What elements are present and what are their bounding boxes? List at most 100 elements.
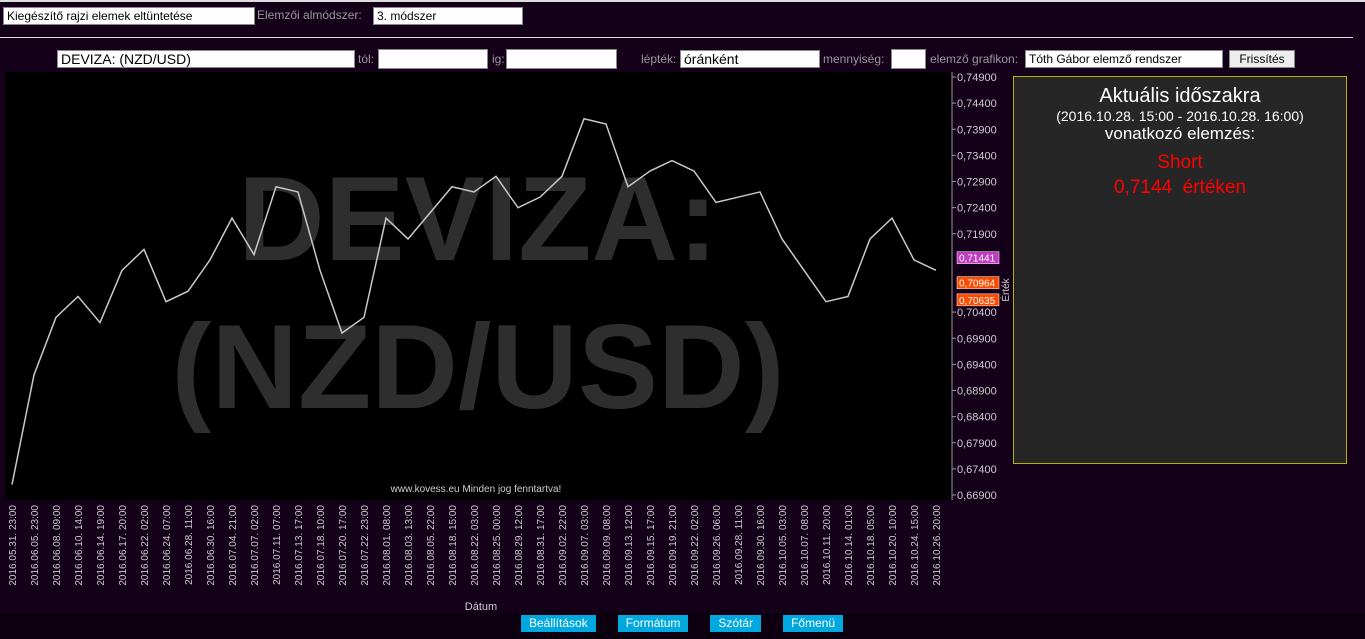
to-input[interactable] xyxy=(506,49,617,69)
y-tick-label: 0,66900 xyxy=(957,490,997,502)
chart-select[interactable]: Tóth Gábor elemző rendszer xyxy=(1025,50,1223,68)
analysis-panel: Aktuális időszakra (2016.10.28. 15:00 - … xyxy=(1013,76,1347,464)
y-axis-label: Érték xyxy=(999,277,1010,301)
x-tick-label: 2016.06.22. 02:00 xyxy=(140,505,151,586)
from-input[interactable] xyxy=(378,49,488,69)
chart: DEVIZA: (NZD/USD) www.kovess.eu Minden jog… xyxy=(5,72,1010,613)
x-tick-label: 2016.08.31. 17:00 xyxy=(536,505,547,586)
y-tick-label: 0,72400 xyxy=(957,203,997,215)
price-marker-label: 0,71441 xyxy=(959,254,996,265)
panel-subtitle: vonatkozó elemzés: xyxy=(1104,124,1256,143)
x-tick-label: 2016.10.07. 08:00 xyxy=(800,505,811,586)
x-tick-label: 2016.08.18. 15:00 xyxy=(448,505,459,586)
panel-signal: Short xyxy=(1157,152,1203,173)
method-label: Elemzői almódszer: xyxy=(257,8,362,22)
instrument-select[interactable]: DEVIZA: (NZD/USD) xyxy=(57,50,355,68)
x-tick-label: 2016.08.22. 03:00 xyxy=(470,505,481,586)
price-marker xyxy=(956,251,1000,264)
watermark: (NZD/USD) xyxy=(171,300,784,434)
footer-button[interactable]: Szótár xyxy=(710,615,762,632)
price-line xyxy=(11,117,937,485)
y-tick-label: 0,68400 xyxy=(957,412,997,424)
drawing-select[interactable]: Kiegészítő rajzi elemek eltüntetése xyxy=(3,7,255,25)
x-tick-label: 2016.09.15. 17:00 xyxy=(646,505,657,586)
x-tick-label: 2016.10.05. 03:00 xyxy=(778,505,789,586)
price-marker-label: 0,70964 xyxy=(959,279,996,290)
top-edge xyxy=(0,0,1365,2)
x-tick-label: 2016.08.01. 08:00 xyxy=(382,505,393,586)
x-tick-label: 2016.07.13. 17:00 xyxy=(294,505,305,586)
chart-label: elemző grafikon: xyxy=(930,52,1019,66)
x-tick-label: 2016.10.14. 01:00 xyxy=(844,505,855,586)
x-tick-label: 2016.07.18. 10:00 xyxy=(316,505,327,586)
credit: www.kovess.eu Minden jog fenntartva! xyxy=(390,484,562,495)
footer-button[interactable]: Főmenü xyxy=(783,615,844,632)
price-marker xyxy=(956,276,1000,289)
x-tick-label: 2016.10.18. 05:00 xyxy=(866,505,877,586)
amount-input[interactable] xyxy=(891,49,926,69)
refresh-button[interactable]: Frissítés xyxy=(1229,50,1295,68)
step-label: lépték: xyxy=(641,52,677,66)
y-tick-label: 0,72900 xyxy=(957,177,997,189)
x-tick-label: 2016.09.28. 11:00 xyxy=(734,505,745,585)
x-tick-label: 2016.08.05. 22:00 xyxy=(426,505,437,586)
from-label: tól: xyxy=(358,52,375,66)
price-marker xyxy=(956,293,1000,307)
x-tick-label: 2016.09.30. 16:00 xyxy=(756,505,767,586)
footer-button[interactable]: Formátum xyxy=(617,615,689,632)
footer-buttons: Beállítások Formátum Szótár Főmenü xyxy=(521,615,844,632)
y-tick-label: 0,68900 xyxy=(957,386,997,398)
y-tick-label: 0,73400 xyxy=(957,150,997,162)
x-tick-label: 2016.05.31. 23:00 xyxy=(8,505,19,586)
x-tick-label: 2016.09.26. 06:00 xyxy=(712,505,723,586)
plot-area xyxy=(5,72,952,500)
x-tick-label: 2016.07.07. 02:00 xyxy=(250,505,261,586)
x-tick-label: 2016.09.07. 03:00 xyxy=(580,505,591,586)
x-tick-label: 2016.09.13. 12:00 xyxy=(624,505,635,586)
amount-label: mennyiség: xyxy=(823,52,885,66)
panel-period: (2016.10.28. 15:00 - 2016.10.28. 16:00) xyxy=(1056,108,1304,124)
x-tick-label: 2016.08.25. 00:00 xyxy=(492,505,503,586)
y-tick-label: 0,67900 xyxy=(957,438,997,450)
x-tick-label: 2016.10.20. 10:00 xyxy=(888,505,899,586)
step-select[interactable]: óránként xyxy=(680,50,820,68)
method-select[interactable]: 3. módszer xyxy=(373,7,523,25)
panel-price: 0,7144 értéken xyxy=(1113,177,1247,198)
x-tick-label: 2016.10.11. 20:00 xyxy=(822,505,833,585)
x-tick-label: 2016.09.19. 21:00 xyxy=(668,505,679,586)
x-tick-label: 2016.06.10. 14:00 xyxy=(74,505,85,586)
y-tick-label: 0,74900 xyxy=(957,72,997,84)
footer-button[interactable]: Beállítások xyxy=(521,615,596,632)
x-tick-label: 2016.06.17. 20:00 xyxy=(118,505,129,586)
x-tick-label: 2016.07.11. 07:00 xyxy=(272,505,283,585)
x-tick-label: 2016.09.22. 02:00 xyxy=(690,505,701,586)
x-tick-label: 2016.06.08. 09:00 xyxy=(52,505,63,586)
x-tick-label: 2016.06.28. 11:00 xyxy=(184,505,195,585)
x-tick-label: 2016.08.29. 12:00 xyxy=(514,505,525,586)
x-tick-label: 2016.10.24. 15:00 xyxy=(910,505,921,586)
panel-title: Aktuális időszakra xyxy=(1099,85,1261,107)
y-tick-label: 0,73900 xyxy=(957,124,997,136)
x-tick-label: 2016.06.30. 16:00 xyxy=(206,505,217,586)
y-tick-label: 0,71900 xyxy=(957,229,997,241)
x-tick-label: 2016.09.09. 08:00 xyxy=(602,505,613,586)
x-tick-label: 2016.06.05. 23:00 xyxy=(30,505,41,586)
watermark: DEVIZA: xyxy=(238,152,718,286)
to-label: ig: xyxy=(492,52,505,66)
x-tick-label: 2016.07.20. 17:00 xyxy=(338,505,349,586)
x-tick-label: 2016.06.24. 07:00 xyxy=(162,505,173,586)
x-tick-label: 2016.07.22. 23:00 xyxy=(360,505,371,586)
x-axis-label: Dátum xyxy=(465,601,497,613)
y-tick-label: 0,69400 xyxy=(957,359,997,371)
x-tick-label: 2016.09.02. 22:00 xyxy=(558,505,569,586)
x-tick-label: 2016.06.14. 19:00 xyxy=(96,505,107,586)
x-tick-label: 2016.08.03. 13:00 xyxy=(404,505,415,586)
x-tick-label: 2016.07.04. 21:00 xyxy=(228,505,239,586)
y-tick-label: 0,67400 xyxy=(957,464,997,476)
y-tick-label: 0,69900 xyxy=(957,333,997,345)
y-tick-label: 0,74400 xyxy=(957,98,997,110)
y-tick-label: 0,70400 xyxy=(957,307,997,319)
x-tick-label: 2016.10.26. 20:00 xyxy=(932,505,943,586)
price-marker-label: 0,70635 xyxy=(959,296,996,307)
